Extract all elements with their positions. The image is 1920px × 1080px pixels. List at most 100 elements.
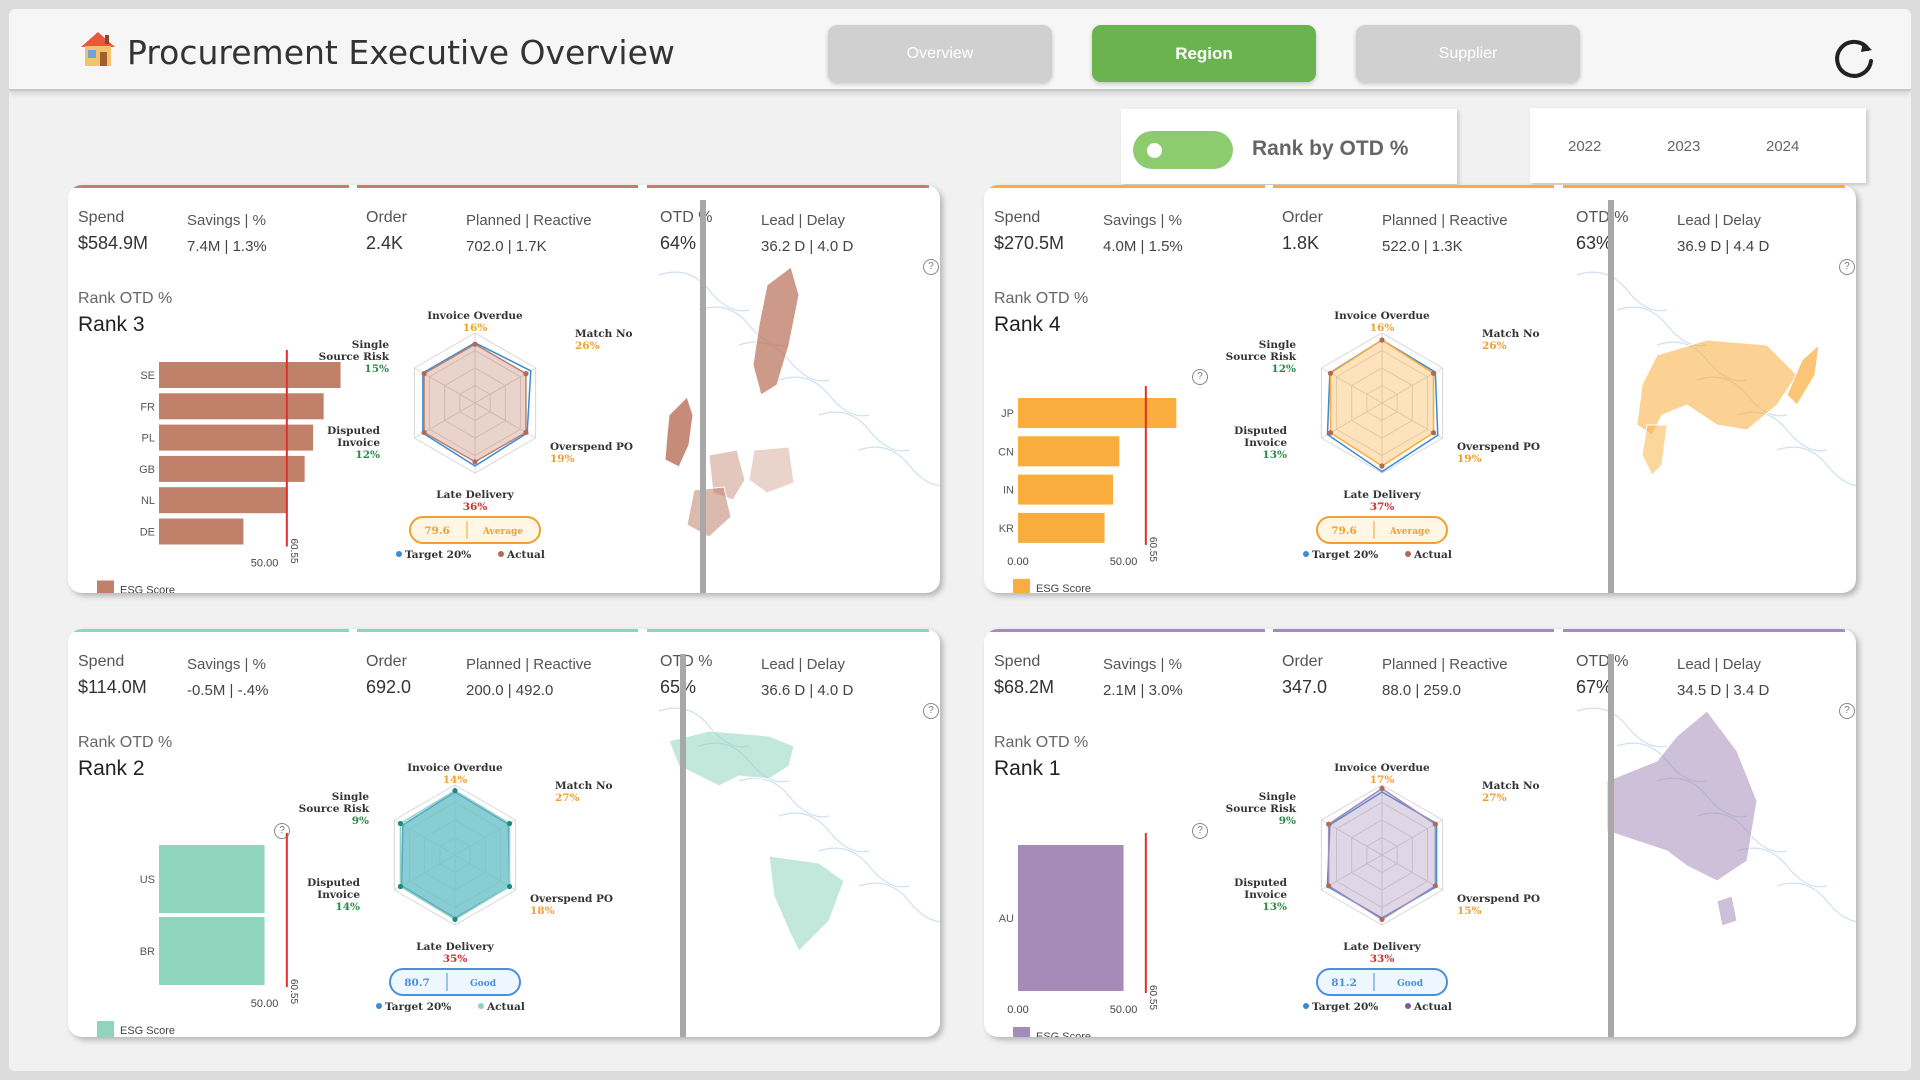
country-shape[interactable]: [1606, 710, 1758, 882]
lead-delay-label: Lead | Delay: [1677, 212, 1761, 229]
radar-axis-label: Disputed: [307, 877, 361, 889]
bar-nl[interactable]: [159, 487, 288, 514]
page-title: Procurement Executive Overview: [127, 33, 675, 72]
radar-spoke: [1321, 367, 1443, 439]
year-2023[interactable]: 2023: [1667, 138, 1701, 155]
radar-axis-label: Overspend PO: [550, 441, 633, 453]
radar-actual-point[interactable]: [1326, 821, 1332, 827]
radar-actual-point[interactable]: [1379, 463, 1385, 469]
radar-actual-point[interactable]: [1327, 430, 1334, 436]
radar-actual-point[interactable]: [421, 371, 427, 377]
country-shape[interactable]: [752, 266, 800, 396]
order-value: 1.8K: [1282, 233, 1320, 253]
year-2022[interactable]: 2022: [1568, 138, 1602, 155]
bar-category-label: JP: [1001, 408, 1014, 420]
bar-us[interactable]: [159, 845, 265, 913]
year-2024[interactable]: 2024: [1766, 138, 1800, 155]
radar-actual-point[interactable]: [1379, 916, 1385, 922]
country-shape[interactable]: [1716, 895, 1738, 927]
bar-se[interactable]: [159, 362, 341, 388]
rank-otd-label: Rank OTD %: [78, 290, 173, 307]
map-coastline: [1776, 882, 1856, 923]
nav-region-button[interactable]: Region: [1092, 25, 1316, 82]
radar-axis-value: 12%: [1271, 363, 1296, 375]
region-map[interactable]: [1567, 691, 1856, 951]
actual-legend-label: Actual: [486, 1001, 525, 1013]
country-shape[interactable]: [768, 855, 845, 952]
help-icon[interactable]: ?: [1839, 703, 1855, 719]
bar-de[interactable]: [159, 518, 244, 545]
help-icon[interactable]: ?: [923, 703, 939, 719]
radar-actual-point[interactable]: [1432, 883, 1438, 889]
panel-accent-line: [357, 185, 638, 188]
radar-actual-point[interactable]: [397, 820, 404, 827]
help-icon[interactable]: ?: [274, 823, 290, 839]
region-panel-europe: Spend $584.9M Savings | % 7.4M | 1.3% Order 2…: [68, 185, 940, 593]
actual-legend-label: Actual: [1413, 1001, 1452, 1013]
region-map[interactable]: [1567, 255, 1856, 515]
planned-reactive-value: 200.0 | 492.0: [466, 682, 554, 699]
help-icon[interactable]: ?: [1192, 369, 1208, 385]
radar-axis-label: Late Delivery: [1343, 941, 1421, 953]
panel-scroll-divider[interactable]: [1608, 200, 1614, 593]
nav-supplier-button[interactable]: Supplier: [1356, 25, 1580, 82]
bar-jp[interactable]: [1018, 398, 1177, 428]
country-shape[interactable]: [668, 730, 795, 787]
savings-label: Savings | %: [187, 212, 266, 229]
country-shape[interactable]: [664, 396, 694, 468]
radar-actual-point[interactable]: [472, 459, 478, 465]
help-icon[interactable]: ?: [1839, 259, 1855, 275]
radar-axis-value: 12%: [355, 449, 380, 461]
radar-actual-point[interactable]: [1430, 370, 1437, 376]
radar-axis-label: Disputed: [1234, 425, 1288, 437]
rank-by-otd-toggle[interactable]: [1133, 131, 1233, 169]
country-shape[interactable]: [1786, 343, 1820, 406]
radar-actual-point[interactable]: [1379, 785, 1385, 792]
radar-actual-point[interactable]: [523, 371, 529, 377]
country-shape[interactable]: [1641, 424, 1668, 476]
legend-label: ESG Score: [120, 585, 175, 594]
region-map[interactable]: [649, 255, 940, 538]
radar-actual-point[interactable]: [1430, 430, 1437, 436]
bar-kr[interactable]: [1018, 512, 1105, 543]
radar-actual-point[interactable]: [1379, 337, 1385, 343]
region-map[interactable]: [649, 691, 940, 952]
radar-axis-label: Match No: [575, 328, 633, 340]
bar-br[interactable]: [159, 917, 265, 985]
panel-scroll-divider[interactable]: [700, 200, 706, 593]
help-icon[interactable]: ?: [923, 259, 939, 275]
radar-actual-point[interactable]: [506, 820, 513, 827]
refresh-icon[interactable]: [1830, 35, 1878, 83]
country-shape[interactable]: [686, 486, 732, 538]
otd-label: OTD %: [1576, 209, 1629, 226]
radar-actual-point[interactable]: [1432, 821, 1438, 827]
bar-cn[interactable]: [1018, 436, 1120, 467]
panel-scroll-divider[interactable]: [680, 654, 686, 1037]
radar-actual-point[interactable]: [1326, 883, 1332, 889]
rank-value: Rank 3: [78, 313, 145, 336]
country-shape[interactable]: [748, 446, 795, 494]
esg-bar-chart: US BR 60.55 50.00 ESG Score: [97, 833, 299, 1037]
radar-axis-value: 33%: [1370, 953, 1395, 965]
radar-actual-point[interactable]: [506, 883, 513, 890]
radar-actual-point[interactable]: [452, 788, 458, 794]
radar-actual-point[interactable]: [452, 916, 458, 922]
panel-accent-line: [1563, 629, 1845, 632]
radar-axis-value: 15%: [364, 363, 389, 375]
bar-gb[interactable]: [159, 455, 305, 482]
country-shape[interactable]: [1636, 339, 1798, 436]
bar-fr[interactable]: [159, 393, 324, 420]
bar-au[interactable]: [1018, 845, 1124, 991]
map-coastline: [818, 847, 910, 888]
radar-actual-point[interactable]: [397, 883, 404, 890]
help-icon[interactable]: ?: [1192, 823, 1208, 839]
header-bar: Procurement Executive Overview Overview …: [9, 9, 1911, 91]
nav-overview-button[interactable]: Overview: [828, 25, 1052, 82]
radar-actual-point[interactable]: [1327, 370, 1334, 376]
radar-actual-point[interactable]: [523, 429, 529, 435]
bar-in[interactable]: [1018, 474, 1113, 505]
radar-actual-point[interactable]: [472, 341, 478, 347]
panel-scroll-divider[interactable]: [1608, 654, 1614, 1037]
actual-legend-dot: [1405, 551, 1411, 557]
radar-actual-point[interactable]: [421, 429, 427, 435]
